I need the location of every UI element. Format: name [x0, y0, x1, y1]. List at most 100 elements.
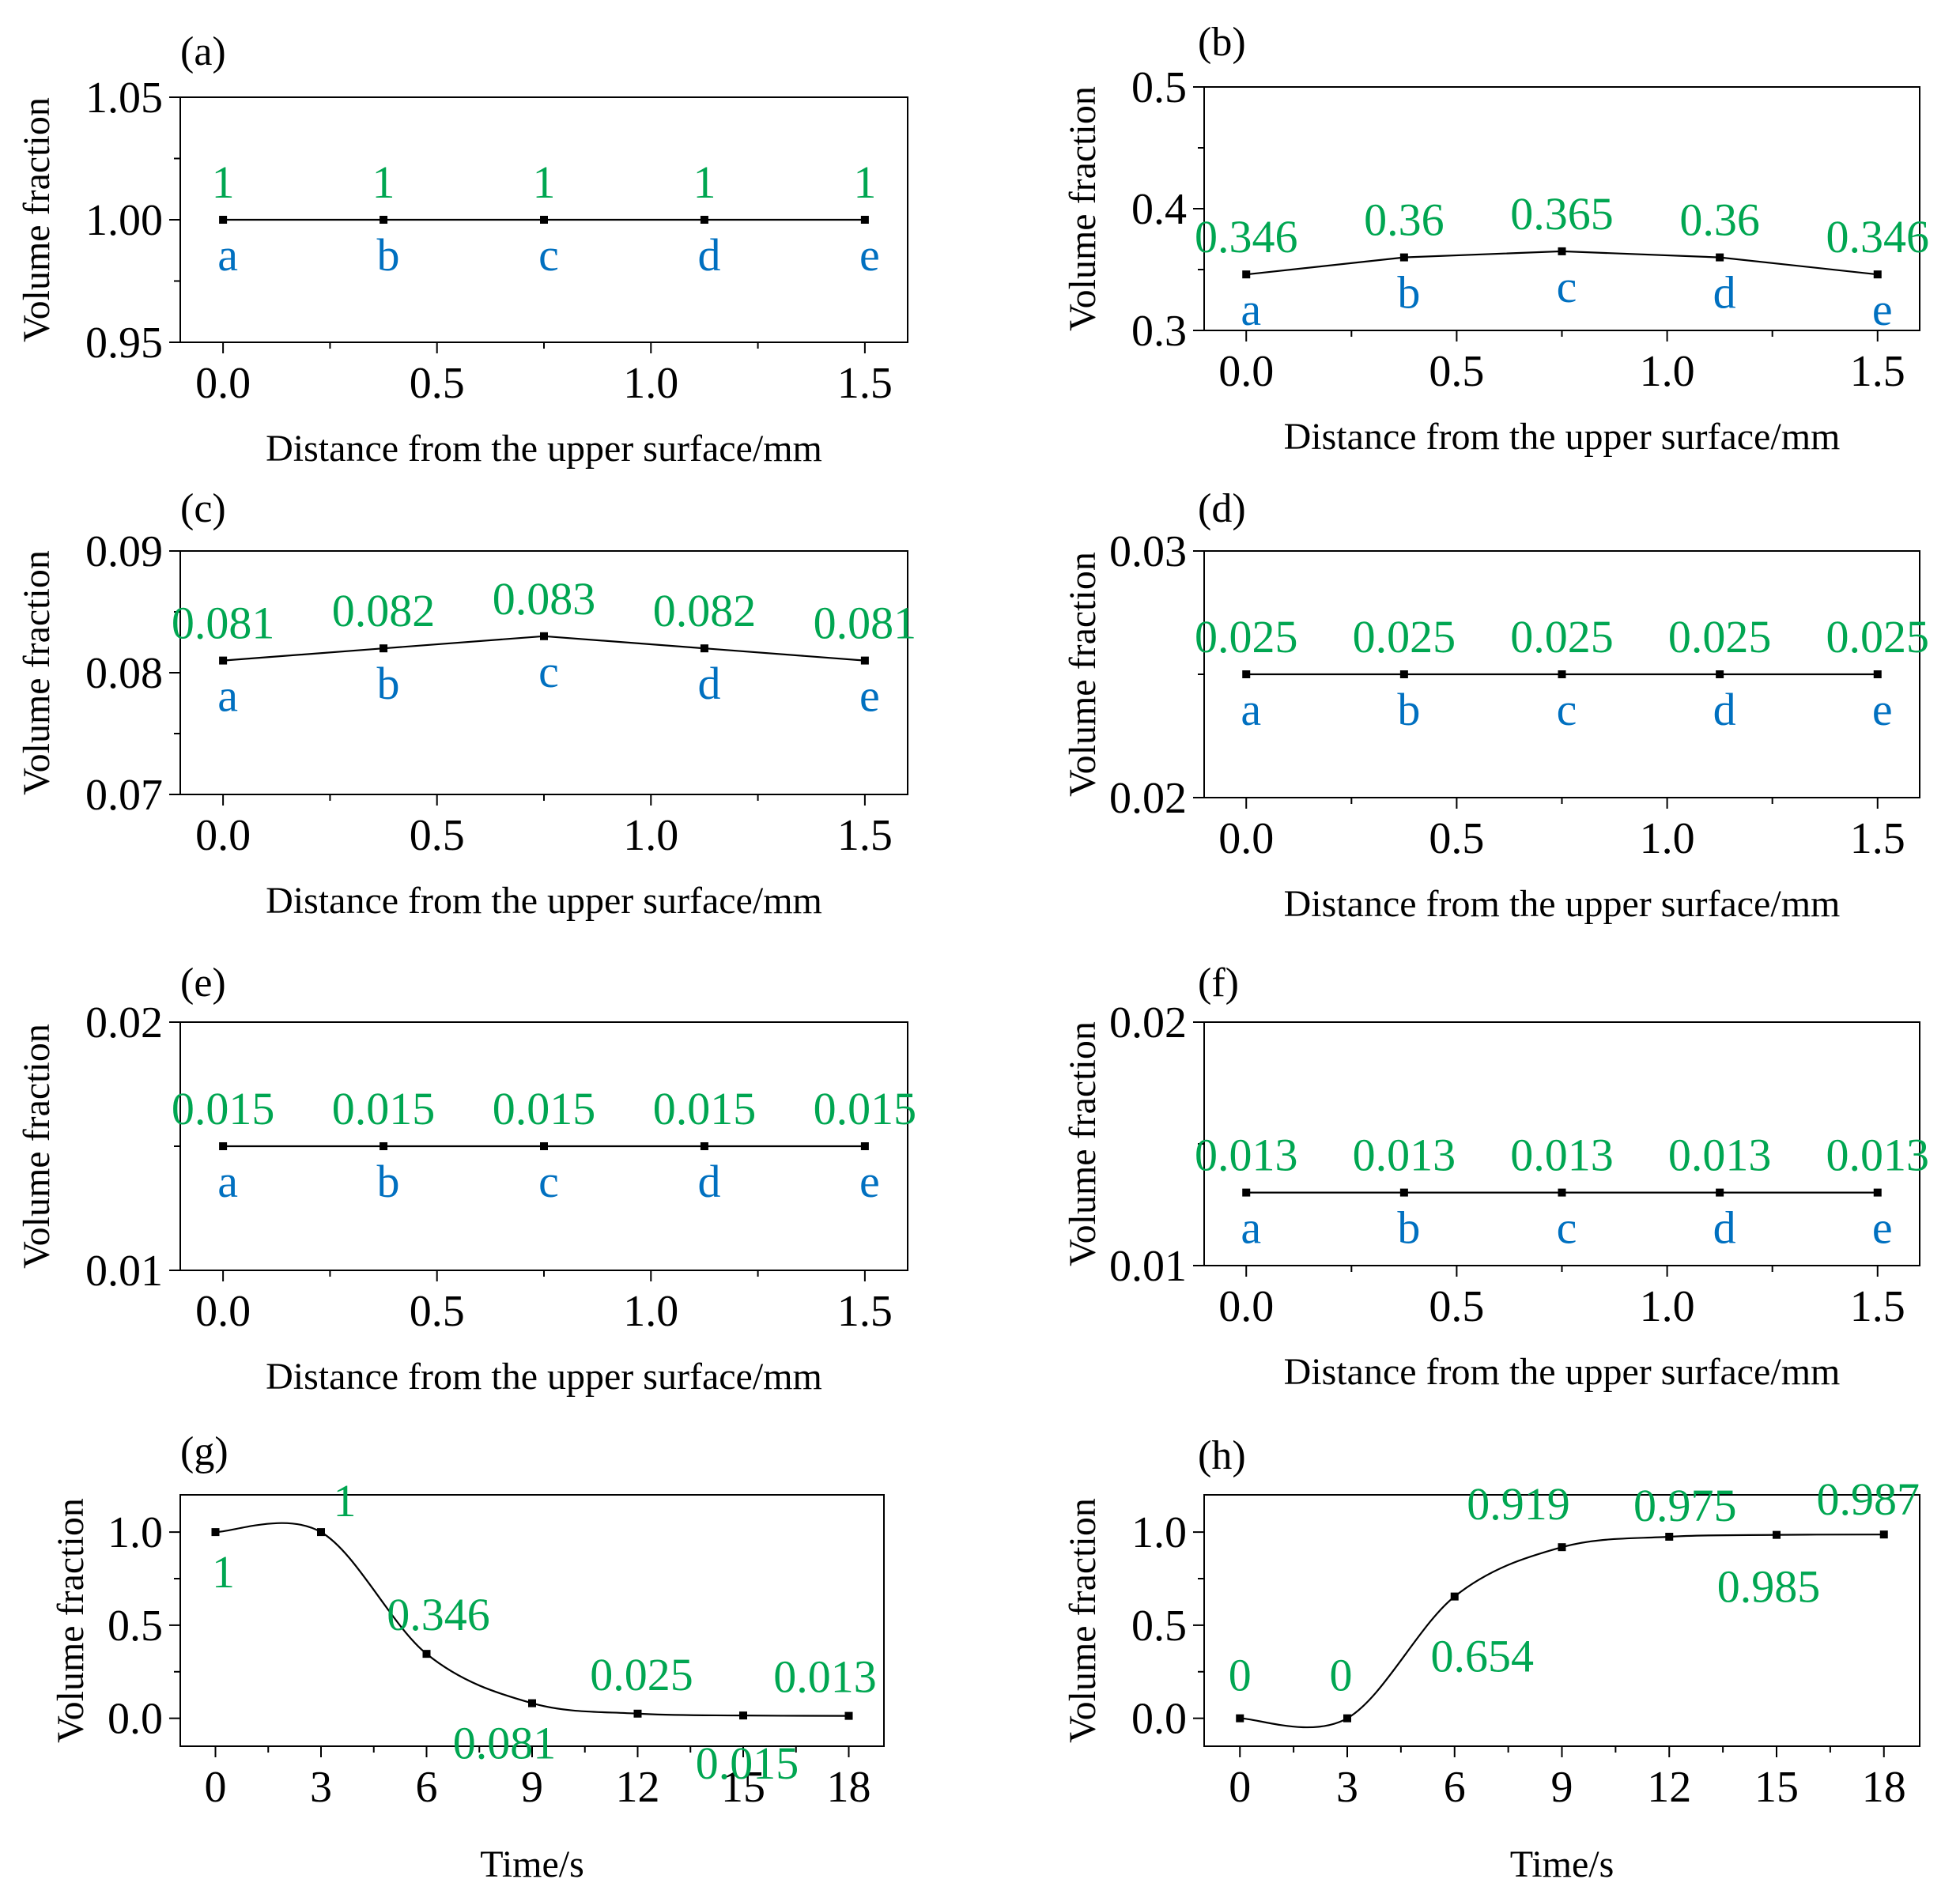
y-tick-label: 1.0: [108, 1508, 163, 1557]
data-point: [1873, 1188, 1882, 1197]
y-tick-label: 0.01: [85, 1247, 163, 1296]
y-tick-label: 1.0: [1131, 1508, 1187, 1557]
y-tick-label: 0.03: [1109, 527, 1187, 576]
y-tick-label: 0.95: [85, 319, 163, 368]
value-label: 1: [334, 1475, 357, 1526]
value-label: 0.025: [590, 1649, 693, 1700]
x-tick-label: 3: [1336, 1763, 1358, 1812]
point-label: d: [697, 229, 720, 281]
data-point: [1343, 1714, 1351, 1723]
y-axis-label: Volume fraction: [1062, 86, 1104, 331]
x-tick-label: 18: [1862, 1763, 1906, 1812]
data-point: [219, 656, 228, 665]
x-tick-label: 1.5: [837, 359, 893, 408]
value-label: 0: [1330, 1650, 1353, 1701]
x-tick-label: 12: [616, 1763, 660, 1812]
point-label: b: [377, 229, 400, 281]
point-label: b: [1397, 684, 1420, 735]
value-label: 0.025: [1668, 611, 1772, 662]
y-tick-label: 0.02: [85, 998, 163, 1047]
panel-label: (d): [1198, 486, 1246, 531]
data-point: [540, 1142, 548, 1150]
data-point: [1558, 247, 1566, 255]
y-tick-label: 0.02: [1109, 774, 1187, 823]
data-point: [1665, 1533, 1674, 1541]
value-label: 0.013: [1668, 1130, 1772, 1181]
panel-a: (a) 0.0 0.5 1.0 1.5 0.95 1.00 1.05 Distance from…: [16, 29, 908, 470]
panel-b: (b) 0.0 0.5 1.0 1.5 0.3 0.4 0.5 Distance from th…: [1062, 20, 1929, 458]
data-point: [1873, 670, 1882, 678]
panel-e: (e) 0.0 0.5 1.0 1.5 0.01 0.02 Distance from the…: [16, 960, 916, 1398]
panel-d: (d) 0.0 0.5 1.0 1.5 0.02 0.03 Distance from the…: [1062, 486, 1929, 925]
value-label: 0.015: [814, 1083, 917, 1134]
x-tick-label: 15: [1754, 1763, 1799, 1812]
x-tick-label: 3: [310, 1763, 332, 1812]
y-tick-label: 0.0: [1131, 1695, 1187, 1744]
value-label: 0.025: [1826, 611, 1930, 662]
y-axis-label: Volume fraction: [16, 550, 58, 795]
y-tick-label: 0.4: [1131, 185, 1187, 234]
panel-label: (a): [180, 29, 226, 74]
data-point: [1242, 270, 1251, 279]
data-point: [380, 644, 388, 653]
data-point: [1399, 1188, 1408, 1197]
panel-label: (b): [1198, 20, 1246, 65]
point-label: b: [1397, 267, 1420, 319]
data-point: [528, 1699, 536, 1707]
data-point: [317, 1528, 325, 1537]
data-point: [700, 644, 708, 653]
x-tick-label: 0.5: [1429, 347, 1484, 396]
x-tick-label: 0.5: [1429, 1282, 1484, 1331]
x-axis-label: Distance from the upper surface/mm: [1284, 883, 1841, 925]
x-tick-label: 1.5: [1850, 347, 1905, 396]
point-label: a: [1241, 1202, 1261, 1254]
point-label: a: [217, 670, 238, 722]
point-label: c: [1557, 684, 1577, 735]
x-axis-label: Distance from the upper surface/mm: [266, 1356, 822, 1398]
series-line: [215, 1522, 849, 1717]
value-label: 0.013: [1195, 1130, 1298, 1181]
value-label: 0.015: [653, 1083, 757, 1134]
y-tick-label: 0.5: [108, 1602, 163, 1651]
point-label: c: [1557, 261, 1577, 312]
value-label: 1: [372, 157, 395, 208]
point-label: c: [538, 1156, 559, 1207]
value-label: 0.015: [493, 1083, 596, 1134]
x-tick-label: 1.5: [1850, 814, 1905, 863]
y-axis-label: Volume fraction: [16, 1024, 58, 1269]
point-label: b: [1397, 1202, 1420, 1254]
y-tick-label: 0.08: [85, 649, 163, 698]
value-label: 0.346: [1826, 211, 1930, 262]
x-tick-label: 9: [1551, 1763, 1573, 1812]
data-point: [380, 216, 388, 224]
point-label: a: [217, 229, 238, 281]
point-label: b: [377, 658, 400, 709]
value-label: 0.013: [1510, 1130, 1614, 1181]
y-tick-label: 0.02: [1109, 998, 1187, 1047]
data-point: [1558, 1188, 1566, 1197]
value-label: 0.015: [696, 1738, 799, 1789]
value-label: 0.36: [1679, 194, 1760, 246]
data-point: [844, 1711, 853, 1720]
x-tick-label: 0.5: [410, 811, 465, 860]
x-tick-label: 1.5: [837, 1287, 893, 1336]
data-point: [422, 1650, 431, 1658]
plot-frame: [179, 1494, 885, 1747]
point-label: d: [1713, 684, 1736, 735]
data-point: [1242, 1188, 1251, 1197]
data-point: [700, 216, 708, 224]
data-point: [219, 1142, 228, 1150]
panel-h: (h) 0 3 6 9 12 15 18 0.0 0.5 1.0 Time/s Volume fract…: [1062, 1433, 1920, 1885]
data-point: [219, 216, 228, 224]
data-point: [739, 1711, 747, 1720]
value-label: 0.081: [453, 1718, 557, 1769]
value-label: 1: [212, 157, 235, 208]
x-tick-label: 0.5: [410, 359, 465, 408]
data-point: [1450, 1592, 1459, 1601]
value-label: 0.025: [1195, 611, 1298, 662]
x-tick-label: 1.5: [837, 811, 893, 860]
panel-f: (f) 0.0 0.5 1.0 1.5 0.01 0.02 Distance from the…: [1062, 960, 1929, 1393]
x-tick-label: 6: [416, 1763, 438, 1812]
value-label: 0.081: [814, 598, 917, 649]
